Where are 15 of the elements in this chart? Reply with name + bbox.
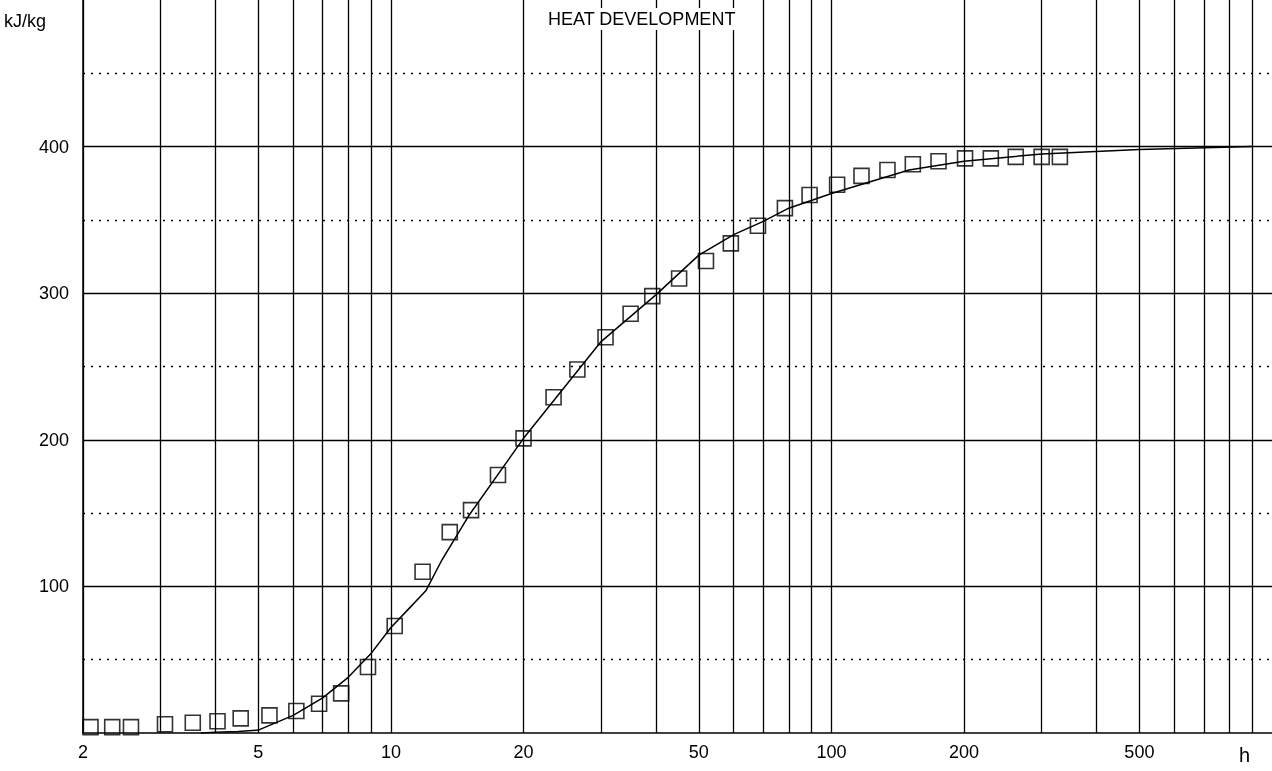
x-tick-label: 100 [816, 742, 847, 762]
y-tick-label: 300 [38, 283, 69, 304]
x-tick-label: 200 [949, 742, 980, 762]
y-axis-title: kJ/kg [4, 11, 47, 31]
y-tick-label: 100 [38, 576, 69, 597]
x-axis-title: h [1238, 744, 1250, 766]
x-tick-label: 5 [253, 742, 264, 762]
text: HEAT DEVELOPMENT [548, 9, 736, 29]
x-tick-label: 50 [688, 742, 709, 762]
x-tick-label: 500 [1124, 742, 1155, 762]
y-tick-label: 200 [38, 429, 69, 450]
x-tick-label: 10 [380, 742, 401, 762]
x-tick-label: 20 [513, 742, 534, 762]
y-tick-label: 400 [38, 136, 69, 157]
x-tick-label: 2 [77, 742, 89, 762]
